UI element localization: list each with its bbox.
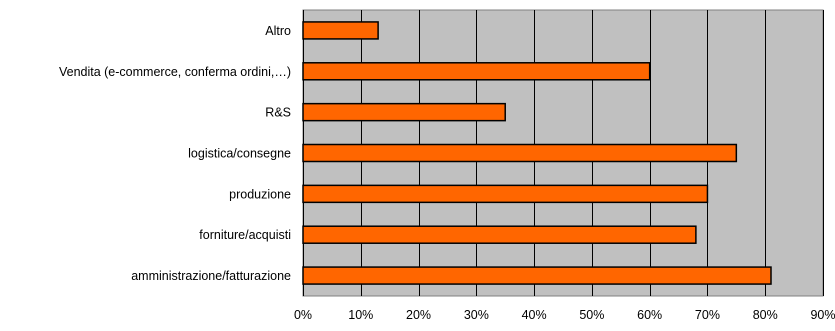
x-tick-label: 50%	[579, 308, 604, 322]
category-label: forniture/acquisti	[199, 228, 291, 242]
gridlines	[303, 10, 824, 296]
x-tick-label: 30%	[464, 308, 489, 322]
bar	[302, 62, 651, 81]
bar	[302, 184, 709, 204]
category-label: Altro	[265, 24, 291, 38]
x-tick-label: 10%	[348, 308, 373, 322]
x-tick-label: 70%	[695, 308, 720, 322]
category-label: amministrazione/fatturazione	[131, 269, 291, 283]
x-tick-label: 20%	[406, 308, 431, 322]
category-label: Vendita (e-commerce, conferma ordini,…)	[59, 65, 291, 79]
x-tick-label: 40%	[522, 308, 547, 322]
x-tick-label: 0%	[294, 308, 312, 322]
x-tick-label: 80%	[753, 308, 778, 322]
category-label: logistica/consegne	[188, 147, 291, 161]
bar	[302, 21, 379, 40]
bar	[302, 225, 697, 244]
x-tick-label: 60%	[637, 308, 662, 322]
x-tick-label: 90%	[810, 308, 835, 322]
bar	[302, 143, 738, 163]
category-label: R&S	[265, 106, 291, 120]
x-axis-tick-labels: 0% 10% 20% 30% 40% 50% 60% 70% 80% 90%	[294, 308, 835, 322]
category-label: produzione	[229, 187, 291, 201]
bars	[302, 21, 772, 285]
bar	[302, 266, 772, 285]
bar	[302, 102, 506, 122]
category-labels: Altro Vendita (e-commerce, conferma ordin…	[59, 24, 291, 283]
